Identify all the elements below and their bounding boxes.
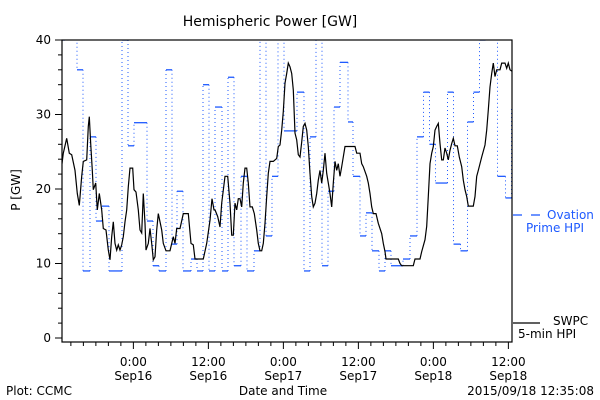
x-tick-date-label: Sep17 xyxy=(264,369,302,383)
x-tick-time-label: 0:00 xyxy=(270,355,297,369)
x-tick-time-label: 0:00 xyxy=(420,355,447,369)
x-tick-date-label: Sep16 xyxy=(189,369,227,383)
swpc-legend-label: 5-min HPI xyxy=(518,327,576,341)
x-tick-date-label: Sep18 xyxy=(414,369,452,383)
plot-credit: Plot: CCMC xyxy=(6,384,72,398)
ovation-legend-label: Ovation xyxy=(547,208,594,222)
y-tick-label: 0 xyxy=(43,331,51,345)
ovation-legend-label: Prime HPI xyxy=(526,221,584,235)
x-tick-date-label: Sep16 xyxy=(114,369,152,383)
x-tick-time-label: 0:00 xyxy=(120,355,147,369)
swpc-legend-label: SWPC xyxy=(553,314,588,328)
x-tick-time-label: 12:00 xyxy=(341,355,376,369)
x-tick-time-label: 12:00 xyxy=(191,355,226,369)
x-tick-date-label: Sep18 xyxy=(489,369,527,383)
swpc-hpi-line xyxy=(62,60,512,267)
y-axis-label: P [GW] xyxy=(9,169,23,211)
plot-timestamp: 2015/09/18 12:35:08 xyxy=(467,384,594,398)
y-tick-label: 40 xyxy=(36,33,51,47)
y-tick-label: 30 xyxy=(36,108,51,122)
plot-frame xyxy=(61,39,513,343)
chart-title: Hemispheric Power [GW] xyxy=(183,14,358,30)
x-axis-label: Date and Time xyxy=(239,384,327,398)
x-tick-date-label: Sep17 xyxy=(339,369,377,383)
y-tick-label: 20 xyxy=(36,182,51,196)
axes: 0102030400:00Sep1612:00Sep160:00Sep1712:… xyxy=(36,33,528,383)
x-tick-time-label: 12:00 xyxy=(491,355,526,369)
y-tick-label: 10 xyxy=(36,257,51,271)
series-layer xyxy=(62,40,512,272)
